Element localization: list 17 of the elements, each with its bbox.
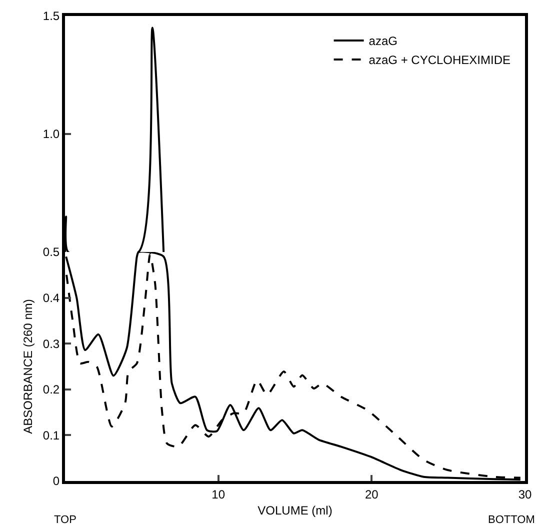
x-tick-label: 30 [518, 487, 532, 502]
x-tick-label: 20 [364, 487, 379, 502]
text: TOP [54, 514, 76, 526]
y-tick-label: 0.1 [42, 428, 60, 442]
legend-label: azaG + CYCLOHEXIMIDE [368, 53, 511, 68]
y-tick-label: 0 [52, 474, 60, 488]
y-tick-label: 0.4 [42, 291, 60, 305]
x-tick-label: 10 [212, 487, 226, 502]
y-tick-label: 0.5 [42, 245, 60, 260]
y-tick-label: 1.5 [42, 9, 60, 24]
text: BOTTOM [488, 514, 535, 526]
x-axis-title: VOLUME (ml) [258, 503, 332, 518]
y-axis-title: ABSORBANCE (260 nm) [21, 299, 36, 434]
y-tick-label: 1.0 [42, 127, 60, 142]
y-tick-label: 0.3 [42, 336, 60, 351]
legend-label: azaG [368, 34, 398, 48]
y-tick-label: 0.2 [42, 382, 60, 397]
